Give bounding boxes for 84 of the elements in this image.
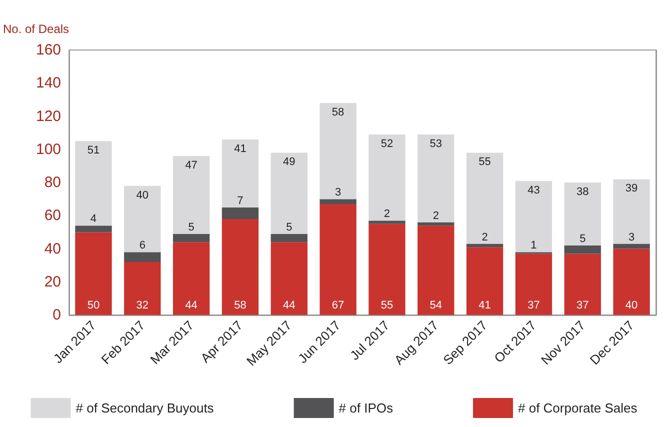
bar: [368, 134, 406, 221]
y-tick-label: 100: [36, 140, 62, 158]
data-label: 37: [576, 300, 589, 312]
bar: [613, 244, 650, 249]
legend-label: # of Secondary Buyouts: [76, 400, 214, 416]
data-label: 32: [136, 300, 149, 312]
bar: [320, 103, 356, 200]
data-label: 47: [185, 160, 198, 172]
data-label: 55: [380, 300, 394, 312]
bar: [270, 152, 308, 234]
bar: [172, 156, 210, 234]
y-tick-label: 160: [36, 42, 62, 58]
y-axis-title: No. of Deals: [3, 22, 70, 36]
data-label: 1: [530, 240, 537, 252]
data-label: 7: [237, 194, 244, 207]
bar: [75, 232, 112, 315]
data-label: 51: [87, 144, 100, 157]
data-label: 54: [430, 300, 442, 312]
y-tick-label: 0: [52, 306, 62, 324]
data-label: 2: [482, 231, 488, 244]
bar: [613, 179, 650, 244]
data-label: 6: [139, 240, 146, 252]
bar: [466, 247, 504, 315]
data-label: 40: [136, 189, 149, 202]
bar: [75, 226, 112, 232]
data-label: 37: [528, 300, 540, 312]
data-label: 5: [188, 221, 194, 234]
y-tick-label: 140: [36, 74, 62, 92]
data-label: 5: [580, 232, 586, 245]
data-label: 2: [384, 208, 390, 220]
bar: [75, 141, 112, 226]
bar: [564, 182, 601, 246]
bar: [418, 222, 454, 226]
data-label: 2: [432, 210, 439, 222]
bar: [564, 254, 601, 315]
bar: [222, 207, 259, 219]
data-label: 55: [478, 156, 491, 168]
bar: [613, 248, 650, 315]
data-label: 58: [332, 106, 344, 118]
bar: [124, 252, 161, 262]
y-tick-label: 80: [44, 174, 62, 191]
bar: [564, 245, 601, 254]
bar: [515, 254, 552, 315]
data-label: 3: [334, 186, 342, 199]
data-label: 53: [430, 138, 442, 150]
bar: [270, 242, 308, 315]
data-label: 58: [234, 300, 246, 312]
y-tick-label: 60: [44, 207, 62, 224]
bar: [320, 199, 356, 204]
bar: [466, 244, 504, 248]
y-tick-label: 40: [44, 240, 62, 258]
bar: [368, 224, 406, 315]
data-label: 41: [234, 142, 246, 155]
data-label: 50: [87, 300, 100, 312]
data-label: 4: [90, 213, 97, 226]
legend-label: # of IPOs: [338, 400, 394, 416]
bar: [320, 204, 356, 315]
bar: [515, 180, 552, 252]
data-label: 43: [528, 184, 540, 196]
bar: [172, 234, 210, 242]
legend-label: # of Corporate Sales: [518, 400, 638, 416]
data-label: 52: [380, 138, 394, 150]
y-tick-label: 120: [36, 108, 62, 125]
data-label: 44: [185, 300, 198, 312]
bar: [222, 139, 259, 208]
data-label: 5: [286, 221, 292, 234]
bar: [368, 220, 406, 224]
data-label: 44: [283, 300, 296, 312]
data-label: 38: [576, 186, 589, 198]
bar: [172, 242, 210, 315]
bar: [124, 262, 161, 315]
data-label: 3: [628, 231, 635, 244]
data-label: 39: [625, 182, 638, 195]
data-label: 67: [332, 300, 344, 312]
bar: [418, 226, 454, 315]
y-tick-label: 20: [44, 273, 62, 290]
bar: [466, 152, 504, 244]
data-label: 49: [283, 156, 296, 168]
data-label: 41: [478, 300, 491, 312]
bar: [418, 134, 454, 222]
bar: [222, 218, 259, 315]
data-label: 40: [625, 300, 638, 312]
bar: [124, 186, 161, 252]
bar: [270, 234, 308, 242]
